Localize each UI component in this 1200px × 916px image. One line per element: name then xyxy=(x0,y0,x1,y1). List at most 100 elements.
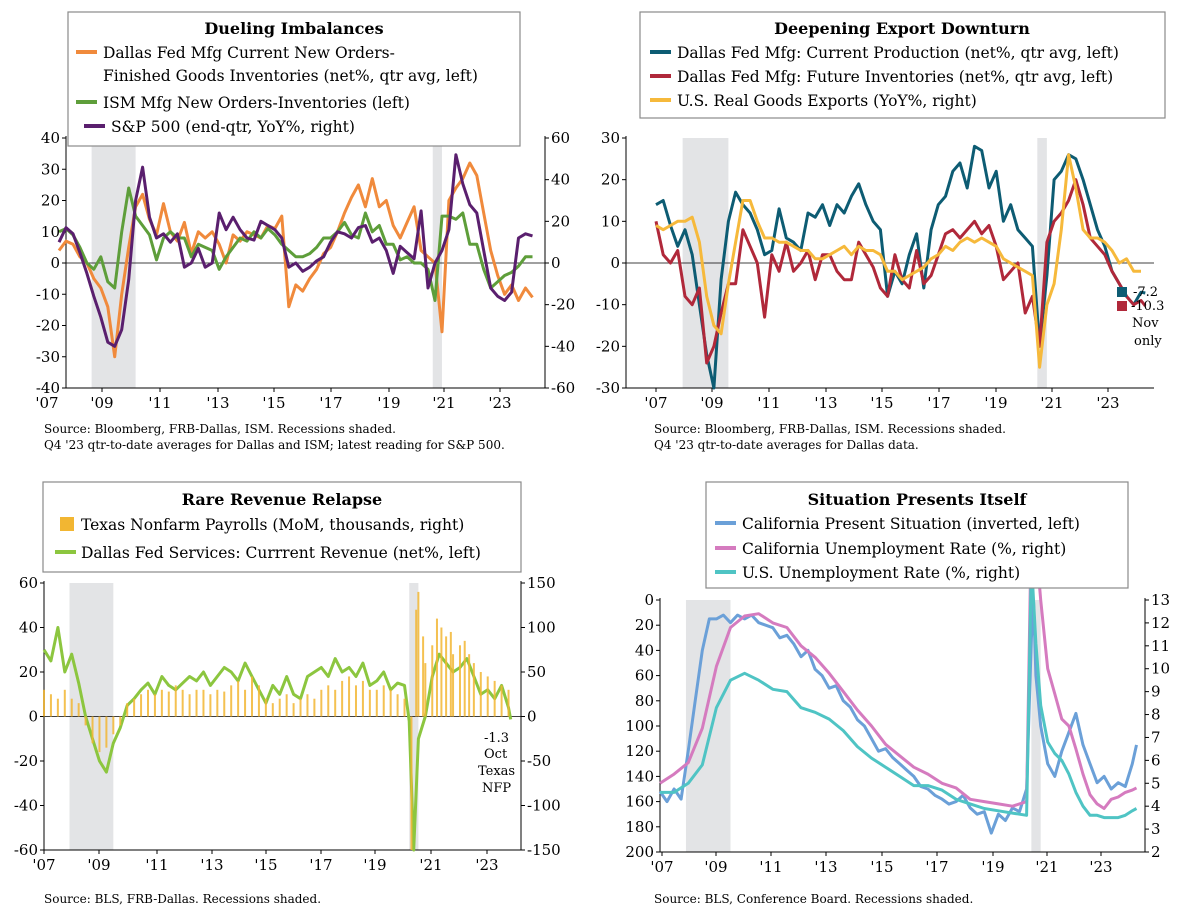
payroll-bar xyxy=(417,591,420,717)
legend-label: ISM Mfg New Orders-Inventories (left) xyxy=(103,94,410,112)
panel-dueling-imbalances: 40 30 20 10 0 -10 -20 -30 -40 60 40 20 0 -20 -40 -60 '07… xyxy=(35,11,575,452)
payroll-bar xyxy=(195,689,198,717)
y-tick-label-right: 20 xyxy=(551,212,570,230)
y-tick-label-left: 40 xyxy=(19,619,38,637)
payroll-bar xyxy=(463,640,466,717)
y-tick-label-left: 80 xyxy=(635,692,654,710)
y-tick-label-right: 6 xyxy=(1151,751,1161,769)
y-tick-label-left: 120 xyxy=(625,742,654,760)
legend-label: Dallas Fed Mfg Current New Orders- xyxy=(103,44,395,62)
annotation-texas: Texas xyxy=(478,764,515,779)
y-tick-label-left: 60 xyxy=(19,574,38,592)
x-tick-label: '09 xyxy=(87,856,110,874)
y-tick-label-right: 40 xyxy=(551,171,570,189)
x-tick-label: '19 xyxy=(363,856,386,874)
payroll-bar xyxy=(153,694,156,717)
payroll-bar xyxy=(375,689,378,717)
payroll-bar xyxy=(126,703,129,717)
payroll-bar xyxy=(91,716,94,744)
y-tick-label-left: 40 xyxy=(41,129,60,147)
payroll-bar xyxy=(368,689,371,717)
payroll-bar xyxy=(43,689,45,717)
payroll-bar xyxy=(285,694,288,717)
payroll-bar xyxy=(209,694,212,717)
x-tick-label: '17 xyxy=(319,394,342,412)
annotation-latest-value: -1.3 xyxy=(484,731,509,746)
legend-box xyxy=(42,481,522,573)
series-line xyxy=(57,153,533,348)
recession-band xyxy=(685,600,731,852)
payroll-bar xyxy=(445,636,448,717)
y-tick-label-left: -30 xyxy=(36,348,60,366)
y-tick-label-left: 20 xyxy=(601,171,620,189)
panel-rare-revenue-relapse: 60 40 20 0 -20 -40 -60 150 100 50 0 -50 -100 -150 '07 '… xyxy=(14,481,561,906)
recession-band xyxy=(1031,600,1041,852)
y-tick-label-right: 5 xyxy=(1151,774,1161,792)
legend-swatch-bar xyxy=(60,517,74,531)
x-tick-label: '07 xyxy=(644,394,667,412)
x-tick-label: '23 xyxy=(1089,858,1112,876)
y-tick-label-left: -60 xyxy=(14,841,38,859)
legend-label: U.S. Unemployment Rate (%, right) xyxy=(742,564,1020,582)
payroll-bar xyxy=(403,698,406,717)
y-tick-label-left: -40 xyxy=(36,379,60,397)
y-tick-label-right: 11 xyxy=(1151,637,1170,655)
series-line xyxy=(58,186,533,302)
payroll-bar xyxy=(98,716,101,753)
x-tick-label: '23 xyxy=(475,856,498,874)
payroll-bar xyxy=(424,663,427,717)
panel-situation-presents-itself: 0 20 40 60 80 100 120 140 160 180 200 13 12 11 10 9 8 7 6 5… xyxy=(625,481,1170,906)
payroll-bar xyxy=(435,618,438,717)
payroll-bar xyxy=(119,716,122,726)
y-tick-label-right: 3 xyxy=(1151,820,1161,838)
y-tick-label-right: 2 xyxy=(1151,843,1161,861)
payroll-bar xyxy=(449,631,452,717)
payroll-bar xyxy=(133,698,136,717)
x-tick-label: '09 xyxy=(90,394,113,412)
payroll-bar xyxy=(382,685,385,717)
y-tick-label-right: -50 xyxy=(527,752,551,770)
x-tick-label: '13 xyxy=(200,856,223,874)
payroll-bar xyxy=(188,694,191,717)
y-tick-label-right: 60 xyxy=(551,129,570,147)
legend-box xyxy=(639,11,1166,119)
y-tick-label-left: 0 xyxy=(610,254,620,272)
payroll-bar xyxy=(250,676,253,717)
end-marker-teal xyxy=(1117,287,1127,297)
y-tick-label-right: 0 xyxy=(527,708,537,726)
payroll-bar xyxy=(237,680,240,717)
payroll-bar xyxy=(479,672,482,717)
y-tick-label-right: 50 xyxy=(527,663,546,681)
payroll-bar xyxy=(431,645,434,717)
payroll-bar xyxy=(244,689,247,717)
x-tick-label: '13 xyxy=(814,858,837,876)
chart-title: Situation Presents Itself xyxy=(808,490,1028,509)
y-tick-label-right: 150 xyxy=(527,574,556,592)
payroll-bar xyxy=(493,680,496,717)
legend-label: Texas Nonfarm Payrolls (MoM, thousands, … xyxy=(81,516,464,534)
payroll-bar xyxy=(327,685,330,717)
y-tick-label-left: 200 xyxy=(625,843,654,861)
legend-label: S&P 500 (end-qtr, YoY%, right) xyxy=(111,118,355,136)
annotation-nfp: NFP xyxy=(482,781,511,796)
legend-label: Dallas Fed Mfg: Current Production (net%… xyxy=(677,44,1119,62)
y-tick-label-left: -20 xyxy=(36,317,60,335)
chart-title: Deepening Export Downturn xyxy=(774,19,1030,38)
x-tick-label: '07 xyxy=(35,394,58,412)
annotation-oct: Oct xyxy=(484,747,508,762)
y-tick-label-left: -10 xyxy=(36,285,60,303)
source-note: Source: Bloomberg, FRB-Dallas, ISM. Rece… xyxy=(654,422,1006,436)
y-tick-label-right: 13 xyxy=(1151,591,1170,609)
source-note: Source: Bloomberg, FRB-Dallas, ISM. Rece… xyxy=(44,422,396,436)
payroll-bar xyxy=(56,698,59,717)
payroll-bar xyxy=(257,685,260,717)
y-tick-label-left: 100 xyxy=(625,717,654,735)
y-tick-label-right: 100 xyxy=(527,619,556,637)
payroll-bar xyxy=(507,689,510,717)
payroll-bar xyxy=(230,685,233,717)
y-tick-label-left: 10 xyxy=(41,223,60,241)
legend-label: U.S. Real Goods Exports (YoY%, right) xyxy=(677,92,977,110)
series-line xyxy=(42,626,513,852)
y-tick-label-left: -10 xyxy=(596,296,620,314)
x-tick-label: '15 xyxy=(870,394,893,412)
